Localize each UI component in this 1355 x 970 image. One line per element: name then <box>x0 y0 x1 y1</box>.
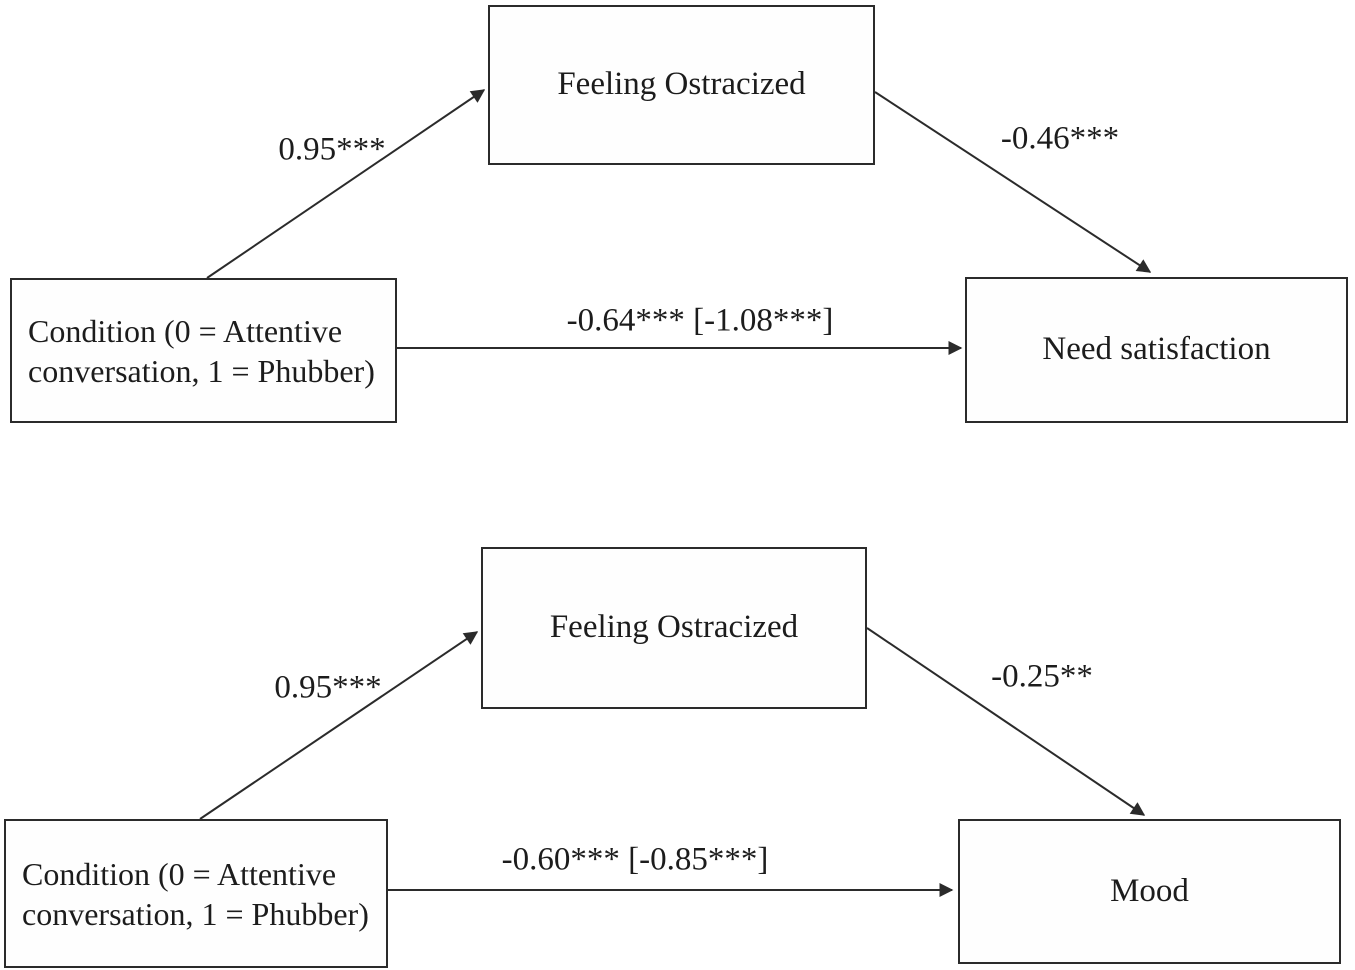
bottom-path-a-arrow <box>199 631 479 820</box>
top-path-a-arrow <box>206 89 486 279</box>
bottom-outcome-label: Mood <box>1110 872 1189 909</box>
top-path-a-label: 0.95*** <box>278 131 386 168</box>
bottom-path-a-label: 0.95*** <box>274 669 382 706</box>
top-mediator-label: Feeling Ostracized <box>557 66 806 103</box>
bottom-predictor-label-line2: conversation, 1 = Phubber) <box>22 895 369 932</box>
top-mediator-box: Feeling Ostracized <box>488 5 875 165</box>
bottom-path-c-label: -0.60*** [-0.85***] <box>501 841 769 878</box>
bottom-mediator-label: Feeling Ostracized <box>549 609 799 646</box>
bottom-path-b-label: -0.25** <box>991 658 1093 695</box>
top-path-b-arrow <box>874 91 1152 273</box>
top-predictor-box: Condition (0 = Attentive conversation, 1… <box>10 278 397 423</box>
top-predictor-label-line2: conversation, 1 = Phubber) <box>28 352 375 389</box>
top-predictor-label-line1: Condition (0 = Attentive <box>28 312 343 349</box>
bottom-predictor-box: Condition (0 = Attentive conversation, 1… <box>4 819 388 968</box>
bottom-mediator-box: Feeling Ostracized <box>481 547 867 709</box>
bottom-predictor-label-line1: Condition (0 = Attentive <box>22 855 337 892</box>
top-path-c-label: -0.64*** [-1.08***] <box>566 302 834 339</box>
bottom-predictor-label: Condition (0 = Attentive conversation, 1… <box>22 854 369 934</box>
bottom-outcome-box: Mood <box>958 819 1341 964</box>
top-outcome-label: Need satisfaction <box>1042 331 1271 368</box>
top-path-b-label: -0.46*** <box>1000 120 1120 157</box>
top-predictor-label: Condition (0 = Attentive conversation, 1… <box>28 311 375 391</box>
bottom-path-b-arrow <box>866 627 1146 816</box>
top-outcome-box: Need satisfaction <box>965 277 1348 423</box>
